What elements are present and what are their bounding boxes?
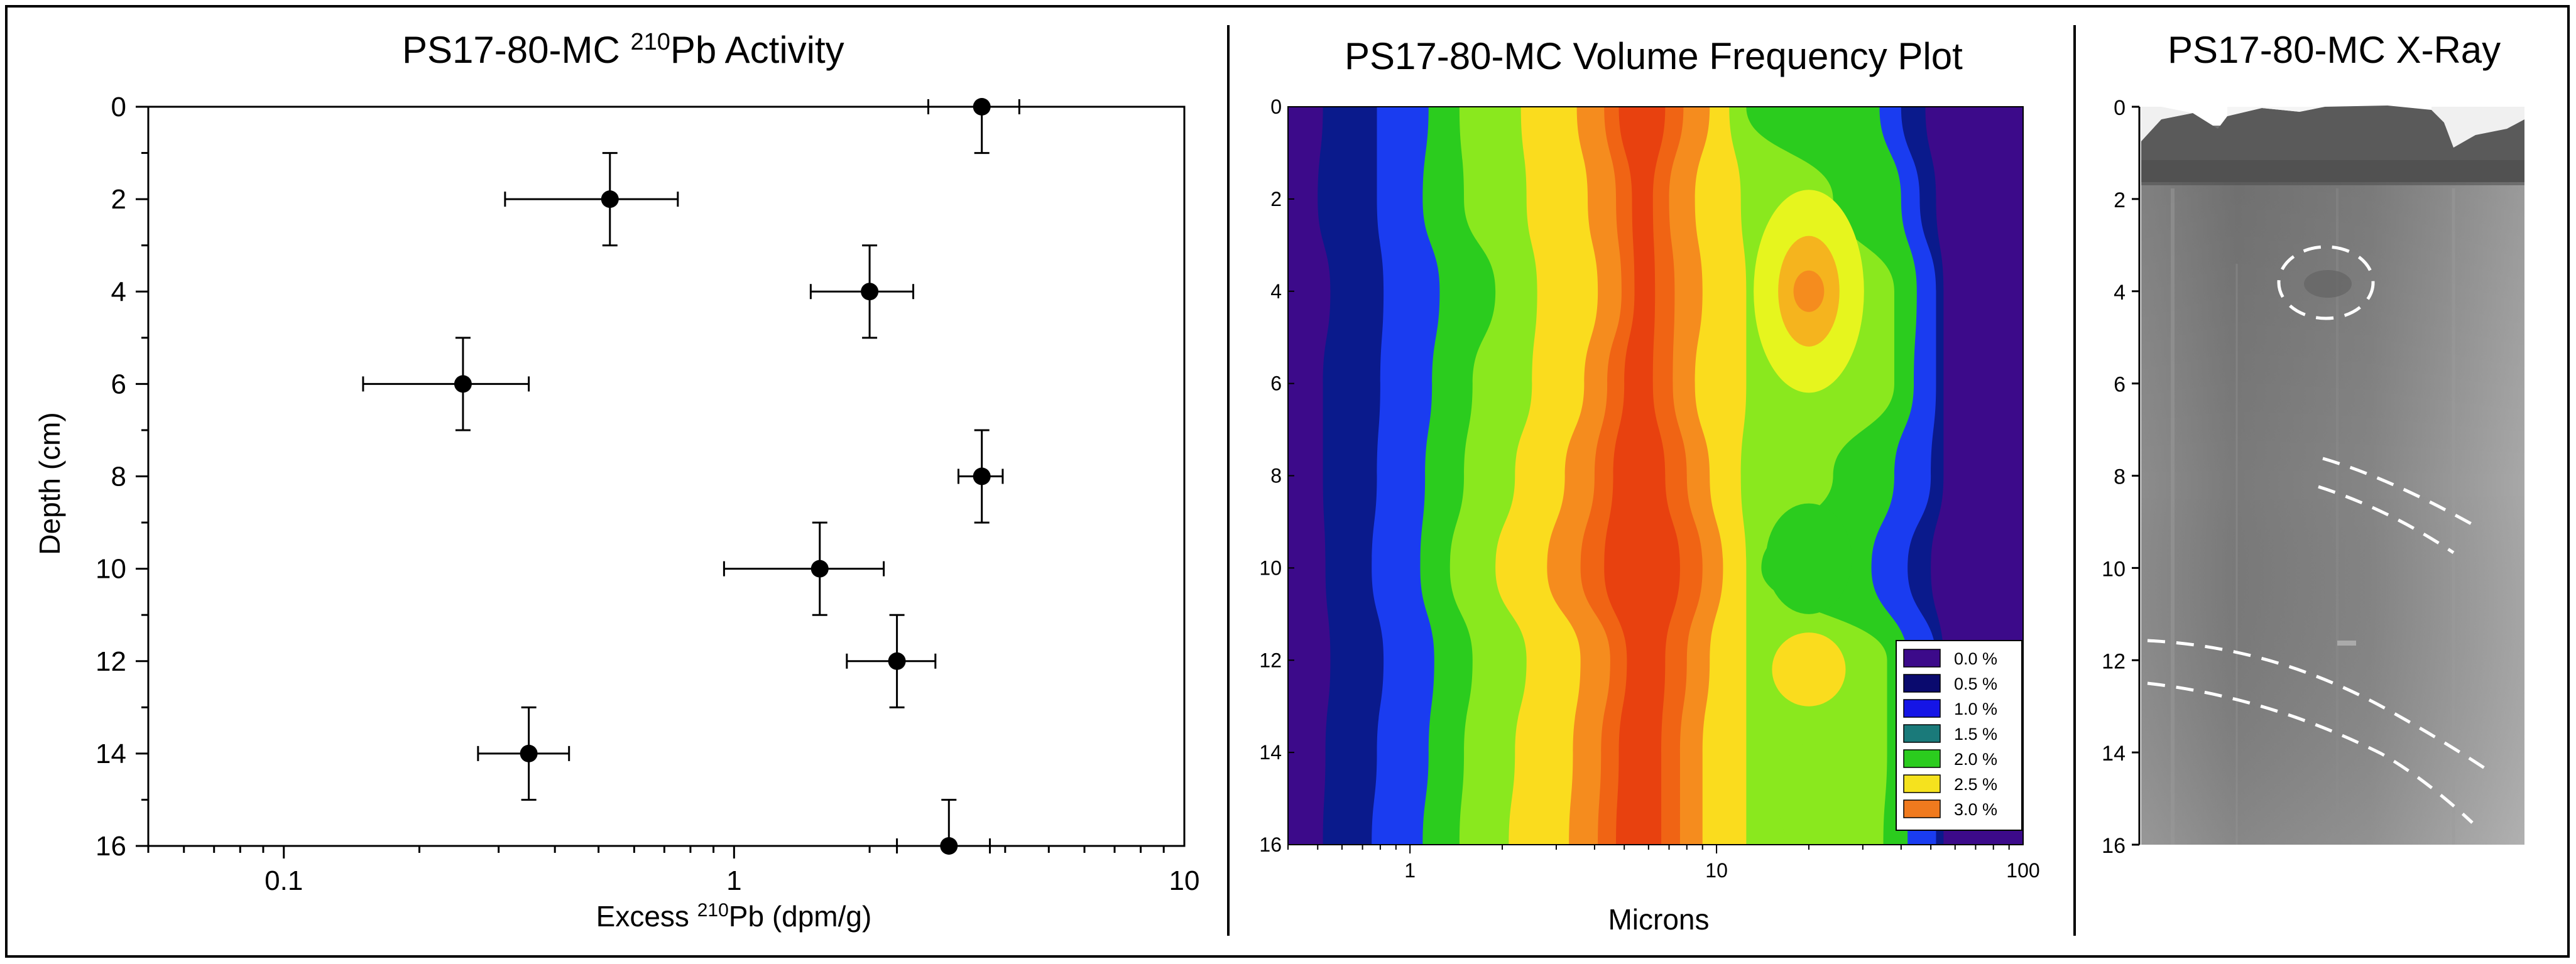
xray-feature-circle	[2277, 245, 2375, 320]
pb-x-tick-label: 1	[726, 865, 741, 896]
vf-secondary-mode	[1766, 503, 1852, 614]
vf-legend-label: 2.0 %	[1954, 750, 1997, 769]
vf-legend-label: 2.5 %	[1954, 775, 1997, 794]
middle-panel-title: PS17-80-MC Volume Frequency Plot	[1345, 35, 1963, 77]
pb-y-tick-label: 16	[96, 831, 126, 862]
pb-data-point-group	[504, 152, 679, 247]
vf-y-tick-label: 14	[1259, 741, 1282, 764]
pb-y-tick-label: 6	[111, 369, 126, 399]
pb-data-point-group	[362, 337, 530, 431]
pb-data-point	[520, 744, 538, 762]
xray-y-tick-label: 2	[2114, 188, 2126, 212]
panel-divider-left	[1227, 25, 1230, 936]
pb-x-tick-label: 0.1	[265, 865, 303, 896]
pb-y-tick-label: 8	[111, 462, 126, 492]
right-panel-title: PS17-80-MC X-Ray	[2168, 29, 2501, 71]
vf-legend-swatch	[1903, 674, 1941, 693]
pb-data-point	[601, 190, 619, 209]
vf-y-tick-label: 6	[1270, 372, 1282, 395]
xray-y-tick-label: 10	[2102, 557, 2126, 581]
pb-data-point-group	[809, 244, 915, 339]
vf-legend-swatch	[1903, 774, 1941, 793]
pb-y-tick-label: 10	[96, 554, 126, 585]
pb-x-axis-label: Excess 210Pb (dpm/g)	[596, 900, 872, 933]
pb-data-point-group	[896, 798, 991, 855]
vf-legend-swatch	[1903, 699, 1941, 718]
pb-y-tick-label: 4	[111, 276, 126, 307]
xray-lamina-line	[2147, 639, 2492, 774]
vf-y-tick-label: 8	[1270, 465, 1282, 487]
xray-y-tick-label: 12	[2102, 649, 2126, 673]
xray-y-tick-label: 4	[2114, 281, 2126, 305]
xray-y-tick-label: 6	[2114, 373, 2126, 397]
vf-secondary-mode	[1793, 270, 1825, 312]
pb-y-tick-label: 2	[111, 184, 126, 215]
vf-y-tick-label: 4	[1270, 280, 1282, 303]
vf-x-tick-label: 100	[2006, 859, 2039, 882]
xray-y-tick-label: 16	[2102, 834, 2126, 858]
xray-core-body	[2141, 106, 2524, 845]
figure-frame	[5, 5, 2570, 958]
vf-legend-label: 1.5 %	[1954, 725, 1997, 744]
pb-y-tick-label: 0	[111, 92, 126, 122]
pb-y-tick-label: 14	[96, 739, 126, 769]
vf-x-tick-label: 1	[1404, 859, 1416, 882]
pb-data-point-group	[477, 706, 570, 801]
vf-legend-swatch	[1903, 724, 1941, 743]
pb-data-point-group	[723, 521, 885, 616]
xray-lamina-line	[2147, 681, 2474, 824]
panel-divider-right	[2073, 25, 2076, 936]
vf-y-tick-label: 0	[1270, 95, 1282, 118]
vf-y-tick-label: 12	[1259, 649, 1282, 671]
vf-legend-label: 1.0 %	[1954, 700, 1997, 718]
xray-y-tick-label: 14	[2102, 742, 2126, 766]
pb-data-point	[973, 98, 991, 116]
vf-secondary-mode	[1778, 743, 1840, 845]
vf-y-tick-label: 2	[1270, 188, 1282, 210]
pb-y-tick-label: 12	[96, 646, 126, 677]
vf-legend-swatch	[1903, 799, 1941, 818]
vf-x-tick-label: 10	[1705, 859, 1728, 882]
vf-y-tick-label: 16	[1259, 833, 1282, 856]
pb-data-point	[940, 837, 958, 855]
pb-data-point-group	[846, 614, 937, 708]
left-panel-title: PS17-80-MC 210Pb Activity	[402, 29, 844, 71]
vf-legend-swatch	[1903, 749, 1941, 768]
xray-y-tick-label: 0	[2114, 96, 2126, 120]
pb-data-point	[454, 375, 472, 393]
vf-legend-label: 0.0 %	[1954, 649, 1997, 668]
vf-legend-label: 3.0 %	[1954, 800, 1997, 819]
xray-lamina-line	[2318, 485, 2455, 555]
pb-data-point	[973, 467, 991, 485]
volume-frequency-legend: 0.0 % 0.5 % 1.0 % 1.5 % 2.0 % 2.5 % 3.0 %	[1896, 640, 2022, 831]
pb-data-point	[888, 652, 906, 670]
xray-annotations	[2147, 245, 2492, 824]
vf-legend-label: 0.5 %	[1954, 674, 1997, 693]
pb-x-tick-label: 10	[1169, 865, 1200, 896]
pb-data-point	[810, 560, 829, 578]
pb-data-point-group	[927, 98, 1020, 154]
pb-y-axis-label: Depth (cm)	[33, 412, 66, 555]
vf-x-axis-label: Microns	[1608, 903, 1709, 936]
pb-data-point-group	[957, 429, 1004, 524]
vf-legend-swatch	[1903, 649, 1941, 668]
vf-contour-band	[1604, 107, 1680, 845]
xray-y-tick-label: 8	[2114, 465, 2126, 489]
pb-data-point	[861, 283, 879, 301]
vf-y-tick-label: 10	[1259, 556, 1282, 579]
vf-secondary-mode	[1772, 632, 1846, 707]
xray-lamina-line	[2322, 457, 2474, 526]
